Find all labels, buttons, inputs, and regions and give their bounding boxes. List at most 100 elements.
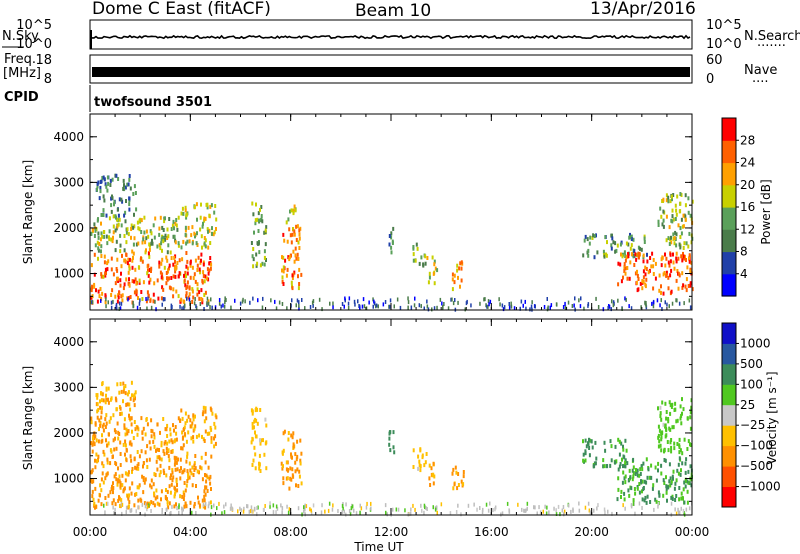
echo-cell <box>637 245 640 250</box>
near-range-echo <box>564 301 566 306</box>
echo-cell <box>663 481 666 485</box>
echo-cell <box>251 201 254 206</box>
echo-cell <box>660 463 663 468</box>
near-range-echo <box>332 301 334 306</box>
echo-cell <box>259 263 262 268</box>
echo-cell <box>622 447 625 452</box>
near-range-echo <box>320 510 323 515</box>
echo-cell <box>115 173 118 178</box>
echo-cell <box>635 468 637 472</box>
echo-cell <box>128 402 131 407</box>
near-range-echo <box>466 299 468 304</box>
near-range-echo <box>372 297 374 302</box>
echo-cell <box>623 262 626 267</box>
echo-cell <box>134 267 137 272</box>
echo-cell <box>135 281 138 286</box>
echo-cell <box>119 381 122 386</box>
echo-cell <box>164 237 167 242</box>
echo-cell <box>208 268 211 273</box>
colorbar-swatch <box>722 184 736 208</box>
echo-cell <box>650 463 653 468</box>
near-range-echo <box>561 508 564 513</box>
echo-cell <box>140 449 143 454</box>
echo-cell <box>662 291 665 296</box>
near-range-echo <box>510 301 512 306</box>
echo-cell <box>388 442 391 447</box>
echo-cell <box>138 280 141 285</box>
echo-cell <box>689 442 691 447</box>
echo-cell <box>291 286 294 291</box>
echo-cell <box>660 435 663 440</box>
echo-cell <box>110 203 113 208</box>
near-range-echo <box>107 501 109 506</box>
echo-cell <box>254 466 257 471</box>
echo-cell <box>90 300 93 305</box>
echo-cell <box>105 438 107 443</box>
echo-cell <box>204 409 207 414</box>
colorbar-swatch <box>722 445 736 467</box>
near-range-echo <box>506 501 509 506</box>
echo-cell <box>128 177 131 182</box>
near-range-echo <box>239 301 242 306</box>
near-range-echo <box>674 507 676 512</box>
echo-cell <box>173 504 176 509</box>
echo-cell <box>670 240 673 245</box>
echo-cell <box>204 485 207 490</box>
echo-cell <box>135 492 138 496</box>
near-range-echo <box>668 304 670 309</box>
echo-cell <box>120 411 123 416</box>
echo-cell <box>116 224 119 229</box>
echo-cell <box>116 268 119 273</box>
echo-cell <box>639 467 642 472</box>
time-axis-label: Time UT <box>353 540 404 554</box>
echo-cell <box>684 284 687 289</box>
near-range-echo <box>154 299 156 304</box>
echo-cell <box>186 259 189 264</box>
echo-cell <box>94 458 96 463</box>
echo-cell <box>185 264 188 269</box>
echo-cell <box>162 239 165 244</box>
near-range-echo <box>587 303 589 308</box>
echo-cell <box>141 240 144 245</box>
near-range-echo <box>659 303 661 308</box>
noise-trace <box>90 30 691 49</box>
near-range-echo <box>547 305 549 310</box>
echo-cell <box>651 251 654 256</box>
echo-cell <box>170 256 173 260</box>
echo-cell <box>203 293 206 297</box>
echo-cell <box>122 399 124 404</box>
echo-cell <box>453 273 456 278</box>
echo-cell <box>119 463 122 467</box>
echo-cell <box>291 435 294 440</box>
echo-cell <box>643 479 646 484</box>
near-range-echo <box>508 508 510 513</box>
echo-cell <box>251 411 254 416</box>
near-range-echo <box>257 505 259 510</box>
echo-cell <box>213 421 216 426</box>
echo-cell <box>96 187 98 192</box>
echo-cell <box>100 272 103 277</box>
echo-cell <box>99 483 102 488</box>
echo-cell <box>210 436 213 441</box>
echo-cell <box>676 194 679 199</box>
echo-cell <box>192 473 195 477</box>
echo-cell <box>181 206 184 211</box>
echo-cell <box>158 456 161 461</box>
echo-cell <box>679 201 682 206</box>
near-range-echo <box>484 297 486 302</box>
echo-cell <box>141 430 144 435</box>
echo-cell <box>283 429 286 434</box>
date-label: 13/Apr/2016 <box>590 0 696 19</box>
echo-cell <box>180 446 183 451</box>
echo-cell <box>620 441 623 446</box>
echo-cell <box>293 259 296 264</box>
echo-cell <box>627 242 630 247</box>
echo-cell <box>634 252 637 257</box>
echo-cell <box>688 253 691 258</box>
near-range-echo <box>534 304 536 309</box>
echo-cell <box>194 414 196 419</box>
echo-cell <box>181 257 184 262</box>
echo-cell <box>664 263 667 268</box>
